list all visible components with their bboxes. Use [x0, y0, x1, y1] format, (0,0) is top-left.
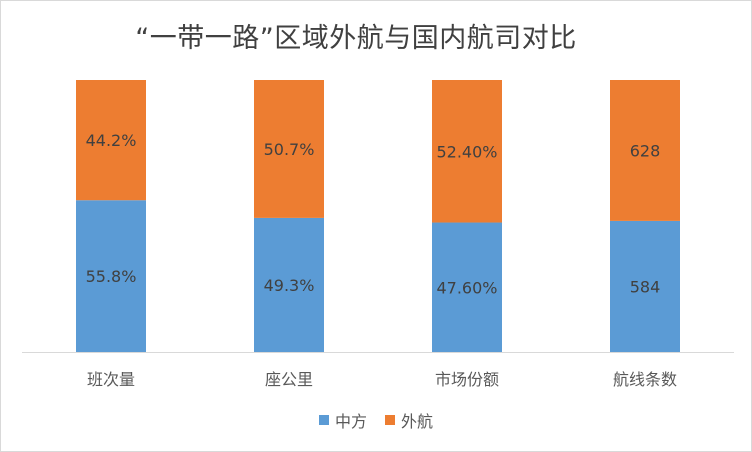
legend-item-china: 中方	[318, 408, 367, 432]
data-label-china-0: 55.8%	[86, 267, 137, 286]
category-label-3: 航线条数	[613, 370, 677, 389]
legend-swatch-foreign	[385, 415, 395, 425]
bar-china-0	[76, 200, 146, 352]
data-label-foreign-2: 52.40%	[436, 142, 497, 161]
legend: 中方 外航	[0, 408, 752, 432]
chart-title: “一带一路”区域外航与国内航司对比	[135, 23, 577, 54]
legend-label-foreign: 外航	[401, 412, 434, 431]
category-label-0: 班次量	[87, 370, 135, 389]
data-label-foreign-1: 50.7%	[264, 140, 315, 159]
category-label-2: 市场份额	[435, 370, 499, 389]
data-label-foreign-0: 44.2%	[86, 131, 137, 150]
bar-china-2	[432, 222, 502, 352]
bar-china-1	[254, 217, 324, 352]
legend-item-foreign: 外航	[385, 408, 433, 432]
data-label-china-3: 584	[630, 277, 661, 296]
bar-foreign-0	[76, 80, 146, 201]
legend-label-china: 中方	[334, 412, 367, 431]
bar-foreign-3	[610, 80, 680, 221]
data-label-china-2: 47.60%	[436, 278, 497, 297]
bar-foreign-2	[432, 80, 502, 223]
category-label-1: 座公里	[265, 370, 313, 389]
bar-china-3	[610, 220, 680, 352]
data-label-china-1: 49.3%	[264, 276, 315, 295]
data-label-foreign-3: 628	[630, 141, 661, 160]
legend-swatch-china	[318, 415, 329, 425]
bar-foreign-1	[254, 80, 324, 218]
